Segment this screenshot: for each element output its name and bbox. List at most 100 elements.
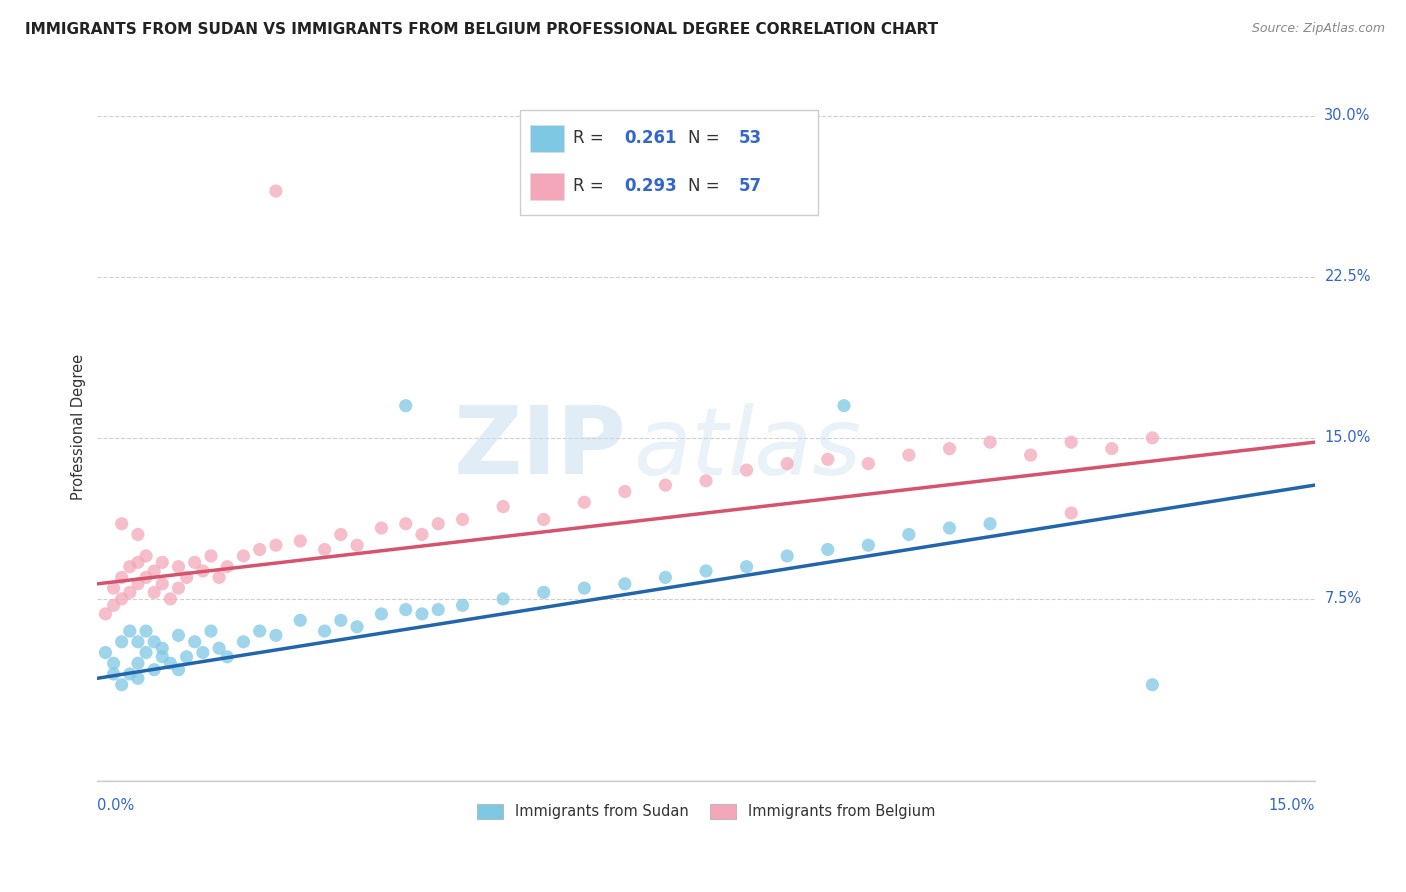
Point [135, 549, 157, 563]
Point [217, 559, 239, 574]
Point [111, 678, 134, 692]
Point [208, 570, 231, 584]
Point [143, 635, 166, 649]
Point [150, 641, 173, 656]
Point [897, 527, 920, 541]
Point [346, 620, 368, 634]
Point [159, 591, 181, 606]
Point [897, 448, 920, 462]
Point [832, 399, 855, 413]
Point [329, 613, 352, 627]
Text: IMMIGRANTS FROM SUDAN VS IMMIGRANTS FROM BELGIUM PROFESSIONAL DEGREE CORRELATION: IMMIGRANTS FROM SUDAN VS IMMIGRANTS FROM… [25, 22, 938, 37]
Point [167, 628, 190, 642]
Text: ZIP: ZIP [454, 402, 627, 494]
Point [167, 581, 190, 595]
Point [200, 624, 222, 638]
Point [654, 478, 676, 492]
Point [613, 484, 636, 499]
Text: 53: 53 [740, 129, 762, 147]
Point [118, 667, 141, 681]
Point [613, 577, 636, 591]
Point [776, 549, 799, 563]
Point [232, 635, 254, 649]
Point [395, 516, 418, 531]
Point [94, 607, 117, 621]
Point [654, 570, 676, 584]
Point [118, 559, 141, 574]
Point [776, 457, 799, 471]
FancyBboxPatch shape [520, 110, 818, 215]
FancyBboxPatch shape [530, 173, 564, 200]
Text: atlas: atlas [633, 403, 862, 494]
Point [264, 628, 287, 642]
Text: 57: 57 [740, 178, 762, 195]
Text: 0.0%: 0.0% [97, 798, 135, 814]
Point [232, 549, 254, 563]
Point [150, 649, 173, 664]
Point [979, 516, 1001, 531]
Text: 15.0%: 15.0% [1324, 430, 1371, 445]
Point [167, 663, 190, 677]
Y-axis label: Professional Degree: Professional Degree [72, 354, 86, 500]
Point [1142, 431, 1164, 445]
Point [191, 564, 214, 578]
Point [264, 538, 287, 552]
Point [395, 399, 418, 413]
Point [127, 657, 149, 671]
Point [695, 474, 717, 488]
Point [167, 559, 190, 574]
Text: 7.5%: 7.5% [1324, 591, 1361, 607]
Point [143, 564, 166, 578]
Point [150, 577, 173, 591]
Point [150, 555, 173, 569]
Point [184, 635, 207, 649]
Point [817, 542, 839, 557]
Point [184, 555, 207, 569]
Point [451, 512, 474, 526]
Text: N =: N = [688, 178, 724, 195]
Point [817, 452, 839, 467]
Point [217, 649, 239, 664]
Point [411, 527, 433, 541]
Point [451, 599, 474, 613]
Point [191, 646, 214, 660]
Point [735, 559, 758, 574]
Point [290, 613, 312, 627]
Point [370, 607, 392, 621]
Point [200, 549, 222, 563]
Legend: Immigrants from Sudan, Immigrants from Belgium: Immigrants from Sudan, Immigrants from B… [471, 798, 941, 825]
Point [492, 500, 515, 514]
Point [176, 649, 198, 664]
Point [314, 542, 336, 557]
Point [264, 184, 287, 198]
Point [1019, 448, 1042, 462]
Point [103, 667, 125, 681]
FancyBboxPatch shape [530, 125, 564, 152]
Point [249, 624, 271, 638]
Point [492, 591, 515, 606]
Point [111, 635, 134, 649]
Point [858, 538, 880, 552]
Point [135, 624, 157, 638]
Point [427, 602, 450, 616]
Point [111, 516, 134, 531]
Point [249, 542, 271, 557]
Point [574, 581, 596, 595]
Text: R =: R = [574, 129, 609, 147]
Text: 0.261: 0.261 [624, 129, 676, 147]
Text: N =: N = [688, 129, 724, 147]
Point [176, 570, 198, 584]
Point [94, 646, 117, 660]
Point [103, 657, 125, 671]
Point [118, 624, 141, 638]
Text: Source: ZipAtlas.com: Source: ZipAtlas.com [1251, 22, 1385, 36]
Point [346, 538, 368, 552]
Point [159, 657, 181, 671]
Text: R =: R = [574, 178, 609, 195]
Point [1142, 678, 1164, 692]
Point [411, 607, 433, 621]
Point [135, 646, 157, 660]
Point [370, 521, 392, 535]
Point [111, 591, 134, 606]
Point [395, 602, 418, 616]
